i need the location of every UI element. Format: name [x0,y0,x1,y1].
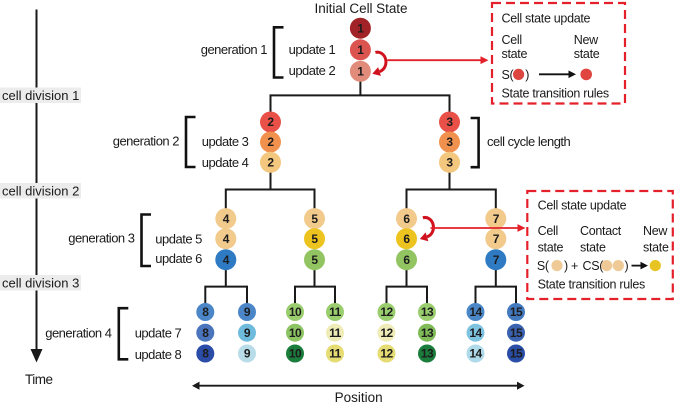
svg-text:generation 3: generation 3 [68,231,135,246]
svg-text:update 2: update 2 [289,63,336,78]
svg-text:9: 9 [244,326,251,340]
svg-text:13: 13 [421,305,434,319]
svg-text:4: 4 [223,253,230,267]
svg-text:Cell: Cell [538,224,558,238]
svg-text:4: 4 [223,232,230,246]
svg-text:9: 9 [244,305,251,319]
svg-text:14: 14 [469,326,482,340]
svg-text:12: 12 [380,347,393,361]
svg-text:15: 15 [510,347,523,361]
svg-text:update 7: update 7 [135,326,182,341]
svg-text:Cell state update: Cell state update [538,198,627,212]
svg-text:2: 2 [267,156,274,170]
svg-text:5: 5 [311,253,318,267]
svg-text:New: New [643,224,668,238]
svg-text:8: 8 [202,347,209,361]
svg-text:13: 13 [421,347,434,361]
svg-text:10: 10 [289,326,302,340]
svg-text:S(: S( [537,259,550,273]
svg-text:state: state [502,47,528,61]
svg-text:cell cycle length: cell cycle length [487,134,571,149]
svg-text:Cell state update: Cell state update [502,12,591,26]
svg-text:14: 14 [469,305,482,319]
svg-text:generation 1: generation 1 [201,42,268,57]
svg-text:4: 4 [223,212,230,226]
svg-text:12: 12 [380,326,393,340]
svg-text:7: 7 [493,212,500,226]
svg-text:5: 5 [311,212,318,226]
svg-text:CS(: CS( [583,259,605,273]
svg-text:9: 9 [244,347,251,361]
svg-text:10: 10 [289,347,302,361]
svg-text:3: 3 [446,135,453,149]
svg-text:12: 12 [380,305,393,319]
svg-text:update 8: update 8 [135,347,182,362]
svg-text:state: state [643,240,669,254]
svg-text:11: 11 [329,347,342,361]
svg-text:2: 2 [267,135,274,149]
svg-text:15: 15 [510,326,523,340]
svg-text:10: 10 [289,305,302,319]
svg-text:cell division 3: cell division 3 [2,276,79,291]
svg-text:7: 7 [493,232,500,246]
svg-text:11: 11 [329,326,342,340]
svg-text:generation 4: generation 4 [45,326,112,341]
svg-text:6: 6 [403,232,410,246]
svg-text:15: 15 [510,305,523,319]
svg-text:5: 5 [311,232,318,246]
svg-text:8: 8 [202,305,209,319]
svg-text:update 3: update 3 [202,134,249,149]
svg-text:state: state [574,47,600,61]
svg-text:S(: S( [502,68,515,82]
svg-text:6: 6 [403,212,410,226]
svg-text:1: 1 [357,65,364,79]
svg-text:update 1: update 1 [289,42,336,57]
svg-text:2: 2 [267,115,274,129]
svg-text:13: 13 [421,326,434,340]
svg-text:3: 3 [446,115,453,129]
svg-text:3: 3 [446,156,453,170]
svg-text:state: state [538,240,564,254]
svg-text:State transition rules: State transition rules [538,278,645,292]
svg-text:14: 14 [469,347,482,361]
svg-text:update 6: update 6 [155,251,202,266]
svg-text:) +: ) + [564,259,578,273]
svg-text:8: 8 [202,326,209,340]
svg-text:Initial Cell State: Initial Cell State [315,1,408,16]
svg-text:New: New [574,33,599,47]
svg-text:): ) [625,259,629,273]
svg-text:6: 6 [403,253,410,267]
svg-text:1: 1 [357,43,364,57]
svg-text:Position: Position [335,390,383,405]
svg-text:generation 2: generation 2 [113,134,180,149]
svg-text:Contact: Contact [580,224,622,238]
svg-text:update 5: update 5 [155,232,202,247]
svg-text:Time: Time [25,372,53,387]
svg-text:11: 11 [329,305,342,319]
svg-text:State transition rules: State transition rules [502,86,609,100]
svg-text:cell division 2: cell division 2 [2,184,79,199]
svg-text:): ) [525,68,529,82]
svg-text:7: 7 [493,253,500,267]
svg-text:update 4: update 4 [202,155,249,170]
svg-text:cell division 1: cell division 1 [2,88,79,103]
svg-text:1: 1 [357,21,364,35]
svg-text:Cell: Cell [502,33,522,47]
svg-text:state: state [580,240,606,254]
